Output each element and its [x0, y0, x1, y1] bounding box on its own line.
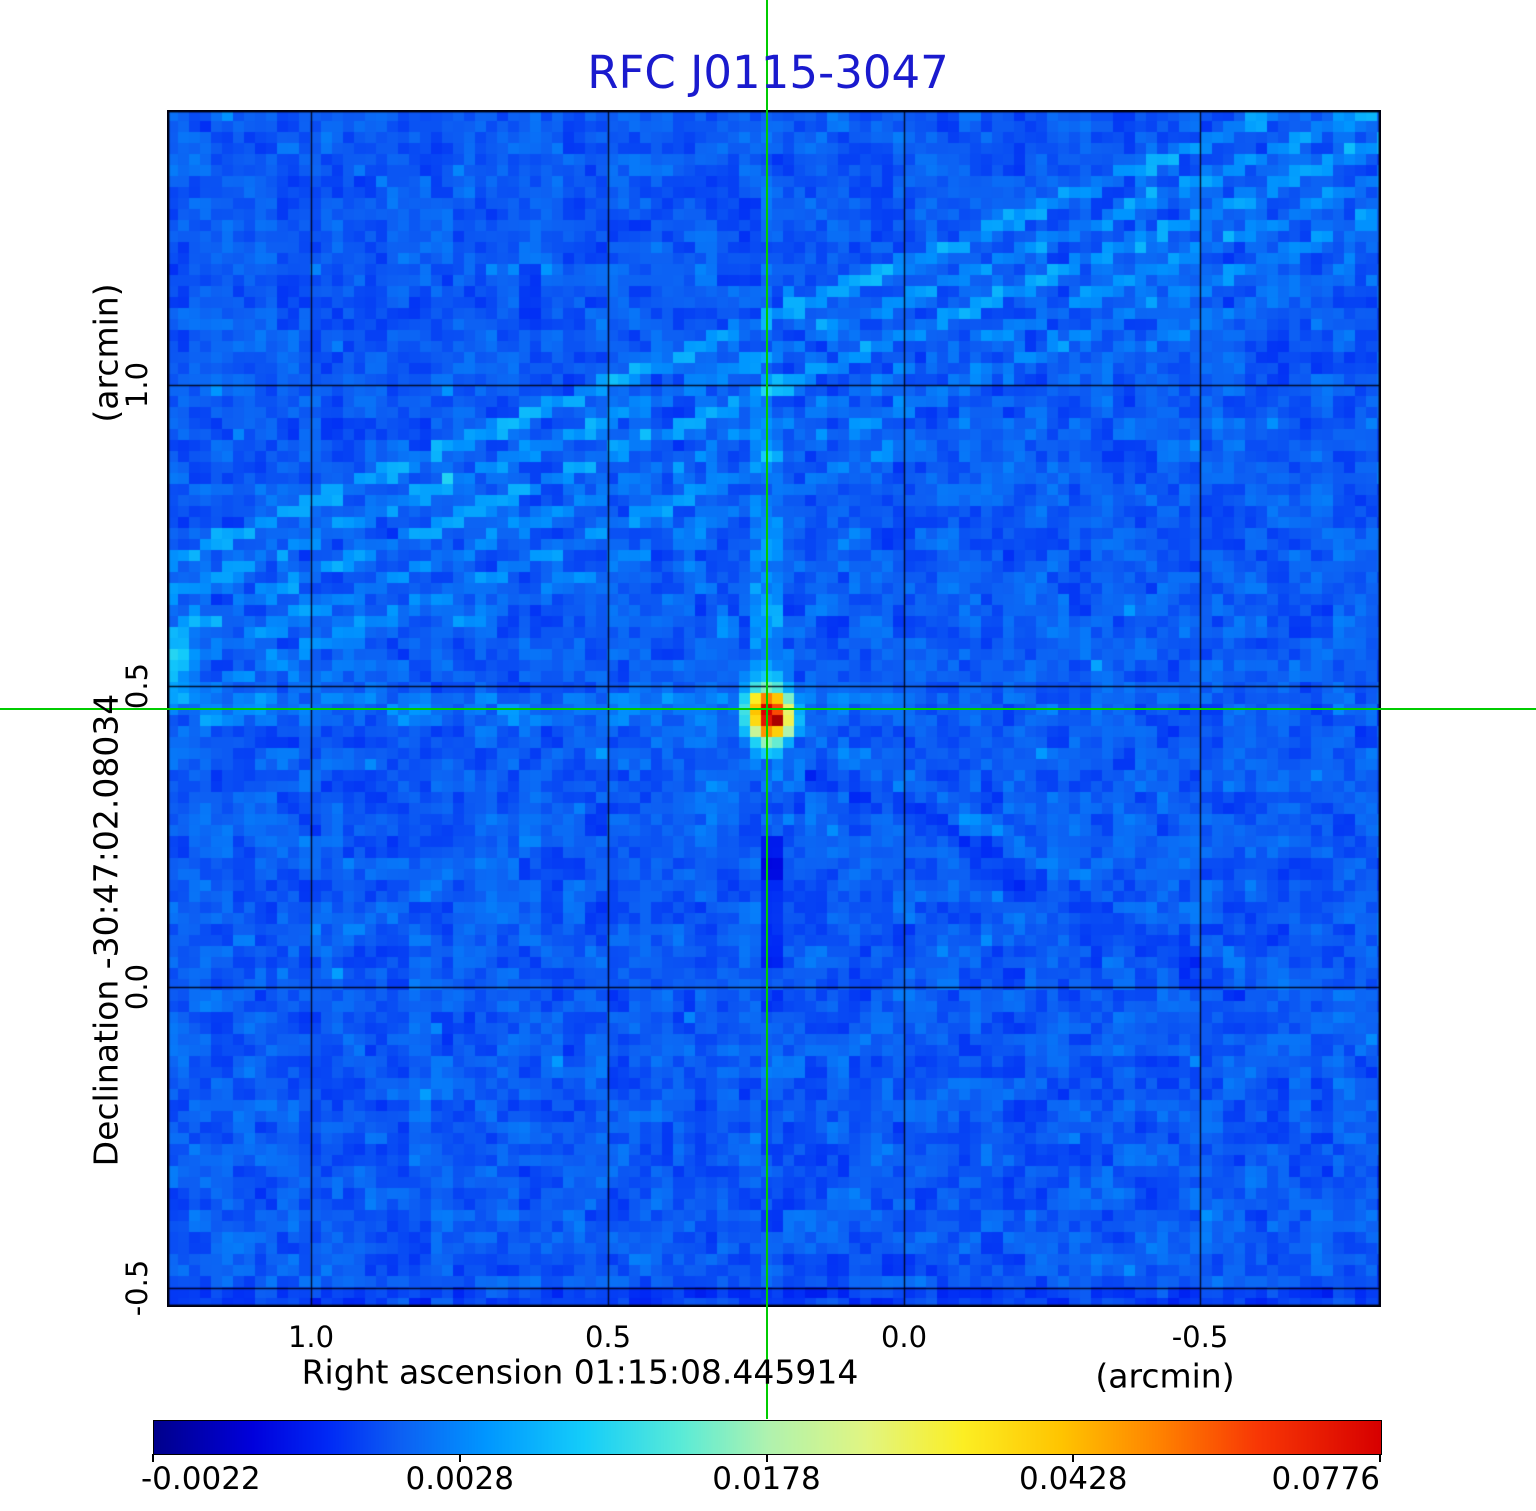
x-tick-label: 1.0: [287, 1320, 335, 1354]
colorbar-label: 0.0028: [405, 1461, 514, 1497]
colorbar-label: 0.0178: [712, 1461, 821, 1497]
colorbar-tick: [152, 1454, 154, 1462]
y-tick-label: -0.5: [120, 1259, 154, 1317]
colorbar-label: 0.0428: [1019, 1461, 1128, 1497]
x-tick-label: -0.5: [1171, 1320, 1229, 1354]
y-tick-label: 0.0: [120, 963, 154, 1011]
x-tick-label: 0.0: [880, 1320, 928, 1354]
colorbar-tick: [1379, 1454, 1381, 1462]
x-axis-title: Right ascension 01:15:08.445914: [301, 1352, 859, 1392]
x-axis-unit-label: (arcmin): [1095, 1356, 1235, 1396]
y-tick-label: 0.5: [120, 662, 154, 710]
page-title: RFC J0115-3047: [587, 46, 949, 99]
colorbar-tick: [1072, 1454, 1075, 1462]
colorbar: [153, 1420, 1382, 1455]
y-axis-title: Declination -30:47:02.08034: [86, 693, 126, 1167]
y-tick-label: 1.0: [120, 361, 154, 409]
crosshair-horizontal-line: [0, 708, 1536, 710]
colorbar-label: 0.0776: [1271, 1461, 1380, 1497]
colorbar-tick: [458, 1454, 461, 1462]
colorbar-label: -0.0022: [141, 1461, 261, 1497]
x-tick-label: 0.5: [584, 1320, 632, 1354]
colorbar-tick: [765, 1454, 768, 1462]
